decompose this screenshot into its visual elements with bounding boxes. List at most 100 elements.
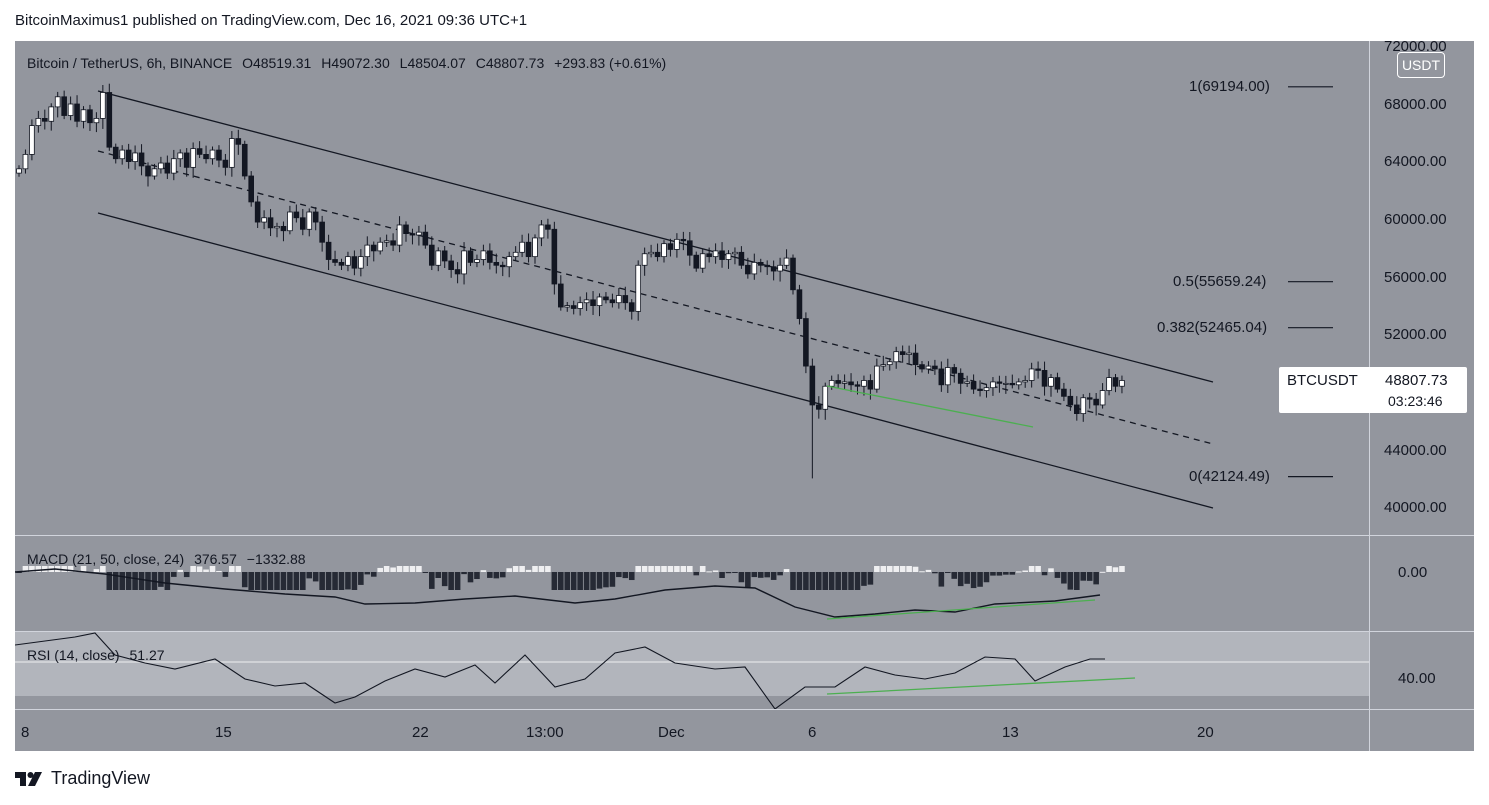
candle-body — [628, 302, 635, 312]
macd-histogram-bar — [319, 572, 325, 590]
macd-histogram-bar — [577, 572, 583, 590]
macd-histogram-bar — [725, 572, 732, 574]
rsi-divergence-line — [826, 677, 1136, 695]
macd-histogram-bar — [596, 572, 603, 589]
macd-histogram-bar — [1067, 572, 1074, 590]
footer-brand[interactable]: TradingView — [15, 768, 150, 789]
macd-histogram-bar — [545, 566, 551, 572]
candle-body — [996, 381, 1003, 384]
macd-histogram-bar — [886, 566, 893, 572]
macd-histogram-bar — [932, 572, 938, 574]
macd-histogram-bar — [519, 566, 525, 572]
macd-histogram-bar — [164, 572, 171, 590]
candle-body — [441, 250, 448, 262]
macd-histogram-bar — [558, 572, 564, 590]
macd-histogram-bar — [506, 568, 512, 572]
candle-body — [377, 241, 383, 252]
pane-separator-macd — [15, 535, 1474, 536]
macd-histogram-bar — [687, 566, 693, 572]
candle-body — [29, 125, 35, 155]
candle-body — [203, 154, 209, 160]
candle-body — [1048, 377, 1054, 387]
candle-body — [719, 250, 725, 260]
candle-body — [725, 253, 732, 260]
candle-body — [687, 240, 693, 256]
candle-body — [383, 240, 390, 243]
candle-body — [803, 318, 809, 367]
macd-histogram-bar — [906, 566, 912, 572]
macd-histogram-bar — [480, 570, 487, 572]
candle-body — [706, 253, 712, 258]
candle-body — [299, 217, 306, 230]
candle-body — [874, 365, 880, 390]
candle-body — [80, 109, 87, 122]
candle-body — [325, 241, 332, 260]
candle-body — [1067, 395, 1074, 406]
macd-histogram-bar — [861, 572, 867, 586]
chart-svg[interactable] — [15, 41, 1474, 751]
candle-body — [1119, 380, 1125, 387]
rsi-band — [15, 632, 1369, 696]
macd-histogram-bar — [525, 569, 532, 572]
candle-body — [428, 244, 435, 266]
macd-histogram-bar — [67, 566, 74, 572]
candle-body — [461, 250, 467, 275]
macd-histogram-bar — [183, 572, 190, 578]
macd-histogram-bar — [777, 572, 783, 576]
macd-histogram-bar — [1106, 566, 1112, 572]
macd-histogram-bar — [93, 569, 100, 572]
macd-histogram-bar — [1022, 570, 1028, 572]
currency-unit-button[interactable]: USDT — [1397, 52, 1445, 78]
low-value: L48504.07 — [399, 55, 466, 71]
candle-body — [1080, 397, 1087, 415]
rsi-axis-label: 40.00 — [1398, 670, 1436, 687]
symbol-name: Bitcoin / TetherUS, 6h, BINANCE — [27, 55, 233, 71]
fib-label-0: 0(42124.49) — [1189, 468, 1270, 485]
price-label: 68000.00 — [1384, 96, 1447, 113]
high-value: H49072.30 — [321, 55, 390, 71]
candle-body — [293, 211, 300, 219]
macd-histogram-bar — [874, 566, 880, 572]
rsi-line — [15, 632, 1105, 710]
candle-body — [332, 259, 338, 263]
candle-body — [151, 168, 158, 177]
macd-histogram-bar — [635, 566, 641, 572]
candle-body — [435, 250, 442, 266]
macd-histogram-bar — [351, 572, 358, 590]
macd-histogram-bar — [80, 566, 87, 572]
macd-histogram-bar — [306, 572, 313, 579]
candle-body — [467, 250, 474, 263]
macd-histogram-bar — [209, 566, 216, 572]
candle-body — [41, 118, 48, 122]
candle-body — [274, 225, 280, 229]
macd-histogram-bar — [603, 572, 609, 588]
macd-histogram-bar — [16, 572, 22, 573]
macd-title: MACD (21, 50, close, 24) — [27, 551, 185, 567]
candle-body — [222, 159, 229, 168]
macd-histogram-bar — [171, 572, 177, 577]
chart-area[interactable]: Bitcoin / TetherUS, 6h, BINANCE O48519.3… — [15, 38, 1474, 751]
candle-body — [125, 149, 132, 163]
candle-body — [48, 106, 55, 122]
candle-body — [745, 264, 751, 275]
candle-body — [216, 149, 222, 161]
candle-body — [674, 238, 680, 250]
price-label: 44000.00 — [1384, 442, 1447, 459]
candle-body — [480, 250, 487, 260]
macd-histogram-bar — [938, 572, 945, 587]
macd-histogram-bar — [835, 572, 841, 590]
macd-histogram-bar — [435, 572, 442, 578]
candle-body — [777, 264, 783, 272]
macd-histogram-bar — [757, 572, 764, 578]
candle-body — [654, 251, 661, 258]
macd-histogram-bar — [1086, 572, 1093, 581]
macd-histogram-bar — [803, 572, 809, 590]
price-label: 52000.00 — [1384, 326, 1447, 343]
macd-histogram-bar — [158, 572, 164, 587]
candle-body — [667, 243, 674, 250]
macd-axis-label: 0.00 — [1398, 564, 1428, 581]
candle-body — [403, 224, 409, 235]
candle-body — [957, 372, 964, 384]
candle-body — [564, 305, 571, 308]
candle-body — [783, 257, 790, 266]
